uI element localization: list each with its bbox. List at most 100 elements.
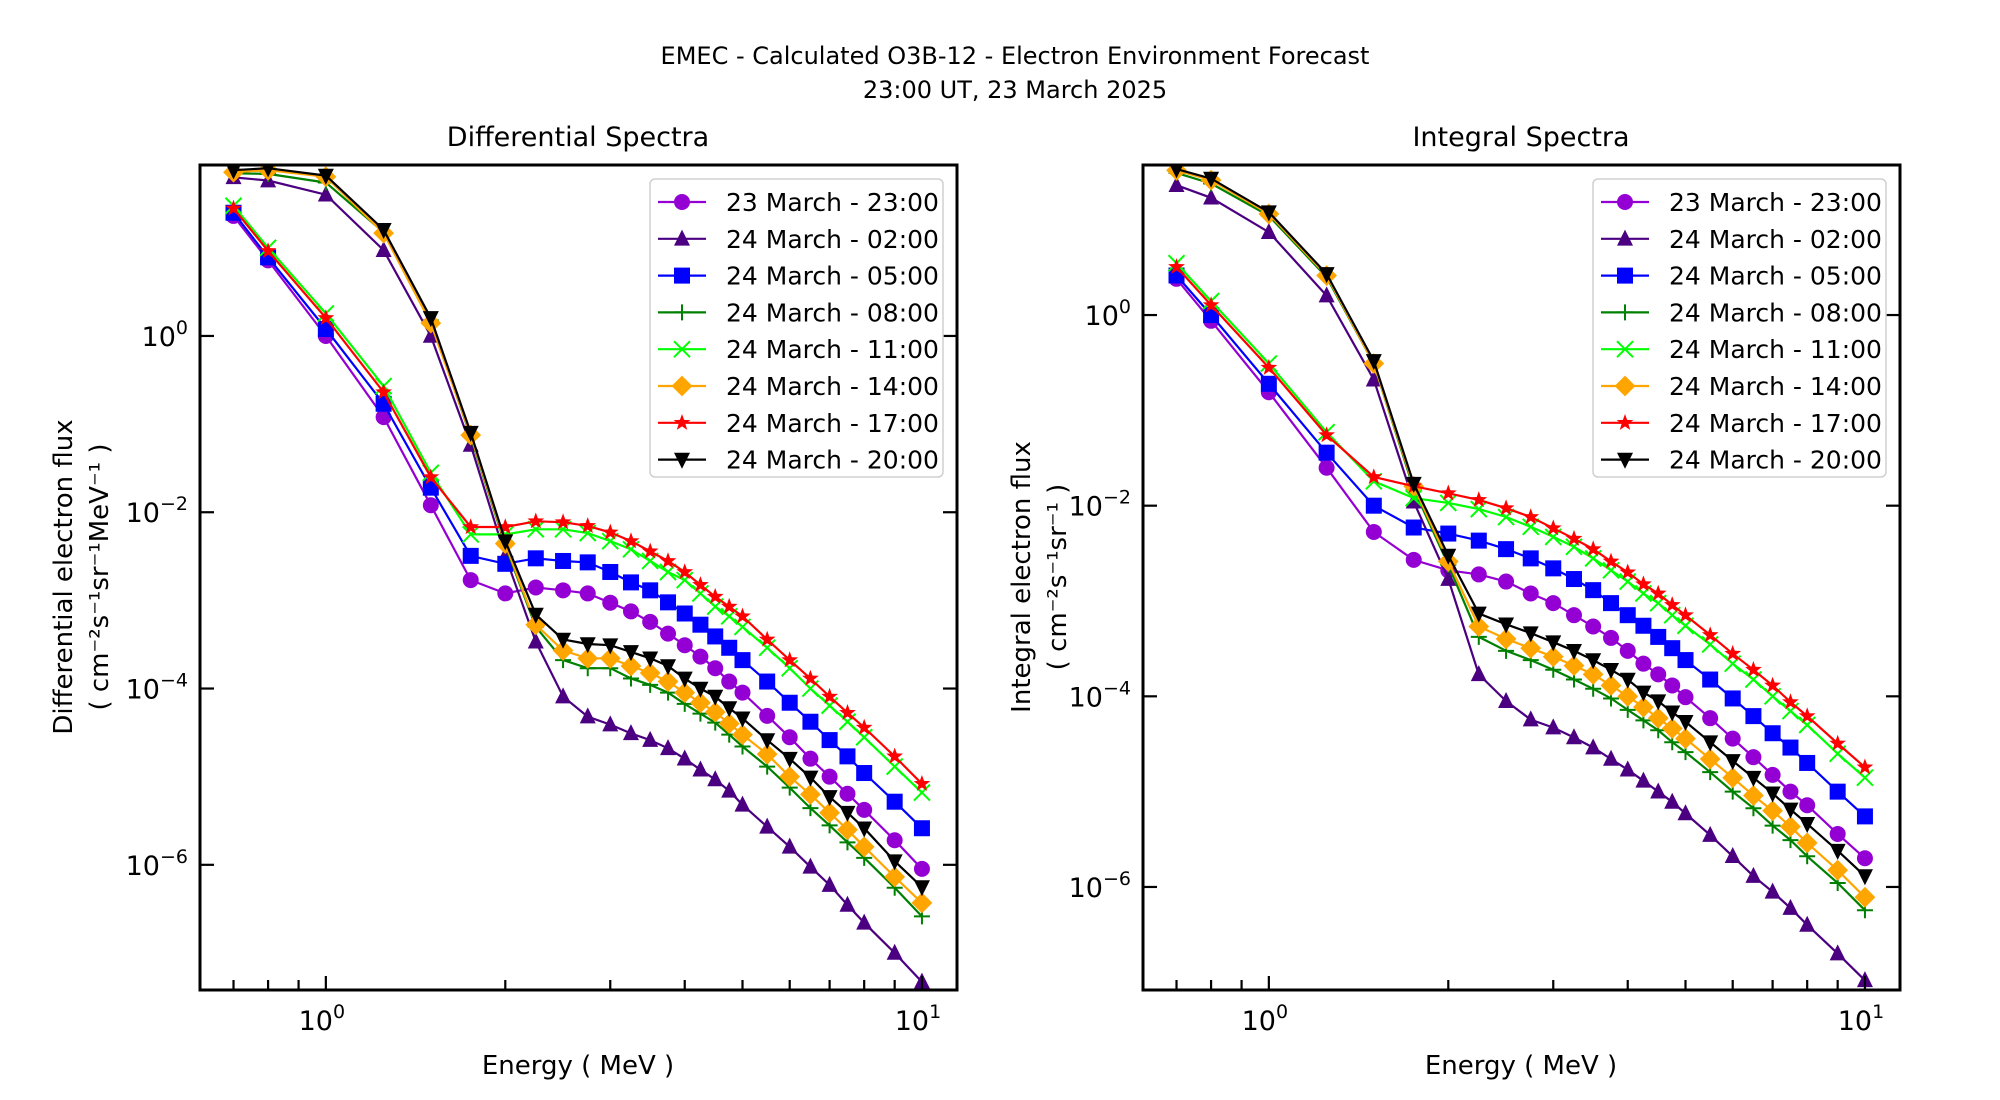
- data-point: [527, 512, 545, 529]
- data-point: [555, 632, 572, 649]
- data-point: [657, 671, 679, 692]
- data-point: [781, 751, 798, 768]
- data-point: [1619, 563, 1637, 580]
- data-point: [1565, 728, 1582, 745]
- data-point: [856, 913, 873, 930]
- data-point: [1498, 573, 1515, 590]
- data-point: [1565, 644, 1582, 661]
- data-point: [758, 630, 776, 647]
- legend-item: 24 March - 08:00: [658, 298, 939, 327]
- data-point: [1619, 672, 1636, 689]
- legend-item: 24 March - 05:00: [658, 262, 939, 291]
- data-point: [734, 711, 751, 728]
- axes-frame: [198, 163, 959, 992]
- data-point: [1829, 825, 1846, 842]
- data-point: [1544, 519, 1562, 536]
- y-tick-label: 100: [1085, 296, 1131, 332]
- data-point: [718, 713, 740, 735]
- data-point: [1722, 767, 1744, 789]
- data-point: [1440, 548, 1457, 565]
- data-point: [707, 628, 724, 645]
- data-point: [1677, 804, 1694, 821]
- legend-label: 24 March - 14:00: [726, 372, 939, 401]
- data-point: [821, 732, 838, 749]
- data-point: [721, 639, 738, 656]
- plot-area: [1166, 165, 1876, 988]
- data-point: [1650, 628, 1667, 645]
- data-point: [1365, 468, 1383, 485]
- axes-frame: [1141, 163, 1902, 992]
- data-point: [527, 550, 544, 567]
- data-point: [462, 547, 479, 564]
- data-point: [496, 518, 514, 535]
- data-point: [1522, 585, 1539, 602]
- suptitle-line2: 23:00 UT, 23 March 2025: [863, 76, 1167, 104]
- data-point: [642, 582, 659, 599]
- data-point: [1585, 653, 1602, 670]
- legend-item: 24 March - 17:00: [658, 409, 939, 438]
- x-tick-label: 100: [1242, 1001, 1288, 1037]
- data-point: [692, 648, 709, 665]
- data-point: [821, 687, 838, 704]
- legend-label: 24 March - 17:00: [1669, 409, 1882, 438]
- legend-marker-plus-icon: [674, 304, 690, 321]
- data-point: [839, 785, 856, 802]
- data-point: [1405, 551, 1422, 568]
- data-point: [1664, 792, 1681, 809]
- data-point: [1633, 696, 1654, 718]
- data-point: [462, 525, 480, 544]
- legend-item: 24 March - 20:00: [658, 446, 939, 475]
- data-point: [800, 783, 821, 805]
- x-axis-label: Energy ( MeV ): [1425, 1051, 1617, 1081]
- series-24-march-05-00: [225, 204, 930, 837]
- data-point: [676, 637, 693, 654]
- data-point: [1745, 866, 1762, 883]
- legend-item: 24 March - 02:00: [658, 225, 939, 254]
- data-point: [579, 554, 596, 571]
- data-point: [1856, 850, 1873, 867]
- y-axis: 100 10−2 10−4 10−6: [126, 317, 957, 882]
- data-point: [1470, 491, 1488, 507]
- legend-marker-x-icon: [673, 340, 691, 358]
- legend-item: 24 March - 02:00: [1601, 225, 1882, 254]
- data-point: [781, 729, 798, 746]
- data-point: [1650, 666, 1667, 683]
- x-axis: 100 101: [1175, 976, 1884, 1037]
- legend-item: 24 March - 11:00: [1601, 335, 1882, 364]
- data-point: [422, 311, 439, 328]
- data-point: [676, 671, 693, 688]
- series-24-march-02-00: [225, 168, 930, 989]
- legend-marker-plus-icon: [1617, 304, 1633, 321]
- data-point: [602, 638, 619, 655]
- data-point: [1782, 802, 1799, 819]
- data-point: [1635, 655, 1652, 672]
- y-tick-label: 10−2: [1069, 487, 1131, 523]
- data-point: [1829, 944, 1846, 961]
- data-point: [913, 783, 931, 802]
- data-point: [1664, 640, 1681, 657]
- data-point: [1827, 859, 1849, 881]
- data-point: [1545, 595, 1562, 612]
- plot-area: [223, 165, 933, 989]
- data-point: [1202, 296, 1220, 313]
- data-point: [1745, 749, 1762, 766]
- data-point: [1635, 617, 1652, 634]
- data-point: [317, 168, 334, 185]
- data-point: [674, 682, 696, 703]
- data-point: [1798, 707, 1816, 724]
- data-point: [1440, 525, 1457, 542]
- data-point: [1647, 707, 1669, 729]
- data-point: [802, 857, 819, 874]
- data-point: [1856, 808, 1873, 825]
- data-point: [1203, 307, 1220, 324]
- data-point: [1439, 494, 1457, 512]
- data-point: [1799, 816, 1816, 833]
- legend-label: 24 March - 05:00: [726, 262, 939, 291]
- data-point: [839, 895, 856, 912]
- data-point: [1545, 560, 1562, 577]
- data-point: [692, 681, 709, 698]
- data-point: [1799, 754, 1816, 771]
- data-point: [579, 517, 597, 533]
- legend: 23 March - 23:00 24 March - 02:00 24 March…: [649, 178, 944, 478]
- y-axis: 100 10−2 10−4 10−6: [1069, 296, 1900, 904]
